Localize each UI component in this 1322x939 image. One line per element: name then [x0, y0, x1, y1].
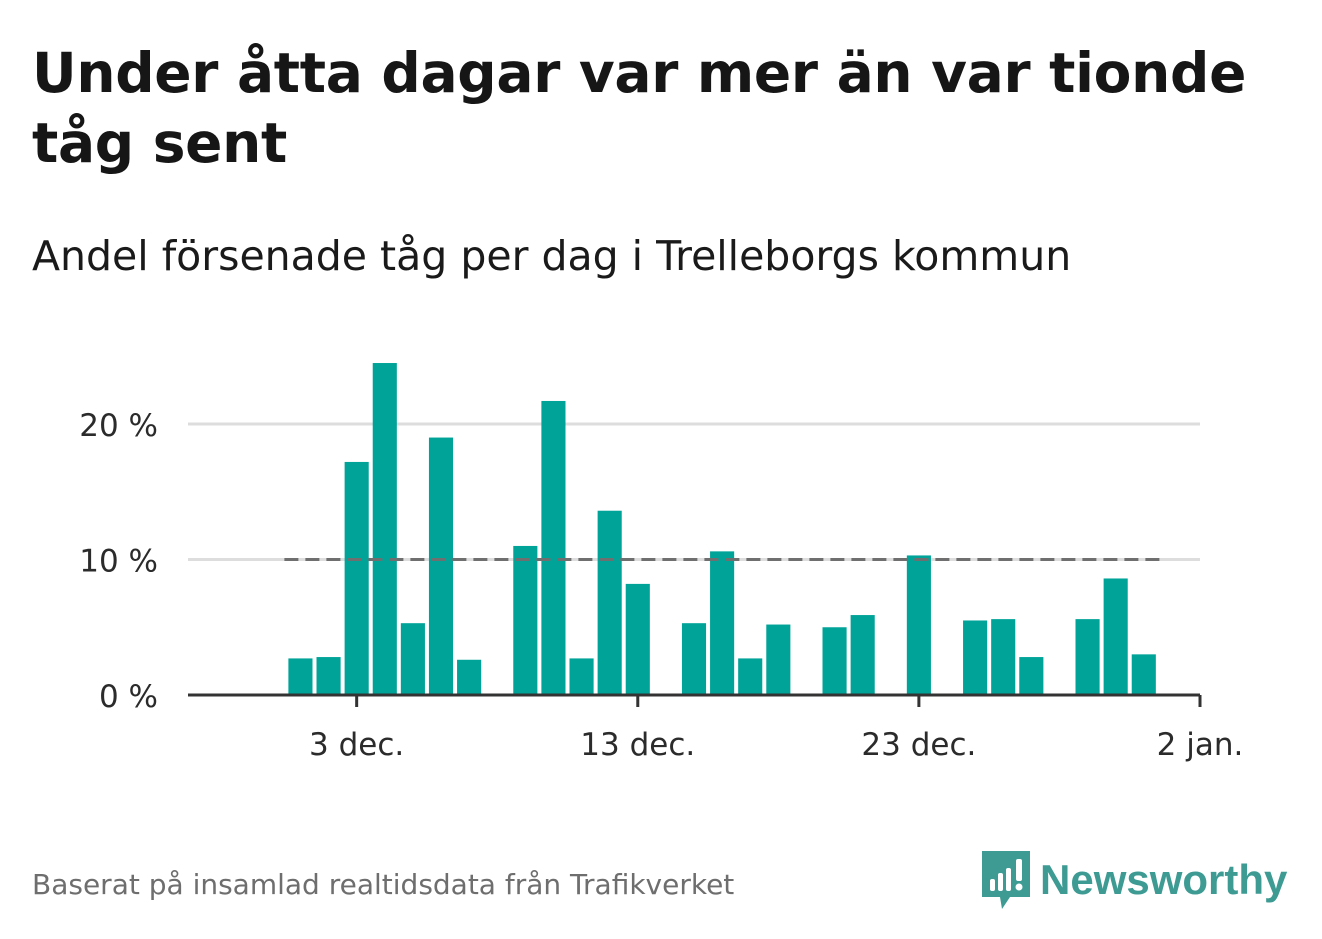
- bars: [288, 363, 1156, 695]
- source-note: Baserat på insamlad realtidsdata från Tr…: [32, 868, 735, 901]
- bar: [738, 658, 763, 695]
- bar: [1131, 654, 1156, 695]
- x-tick-label: 3 dec.: [309, 727, 404, 763]
- bar-chart: 0 % 10 % 20 % 3 dec. 13 dec. 23 dec. 2 jan.: [79, 363, 1243, 763]
- bar: [428, 437, 454, 695]
- brand-logo: Newsworthy: [980, 848, 1287, 912]
- bar: [1019, 657, 1044, 695]
- x-tick-label: 23 dec.: [861, 727, 976, 763]
- y-tick-label: 10 %: [79, 544, 158, 580]
- bar: [541, 400, 566, 695]
- bar: [710, 551, 735, 695]
- bar: [316, 657, 341, 695]
- bar: [822, 627, 847, 695]
- bar: [991, 619, 1016, 695]
- bar: [569, 658, 594, 695]
- bar: [344, 461, 369, 695]
- bar: [681, 623, 707, 695]
- chart-subtitle: Andel försenade tåg per dag i Trelleborg…: [32, 232, 1072, 280]
- x-tick-label: 2 jan.: [1157, 727, 1244, 763]
- x-tick-label: 13 dec.: [580, 727, 695, 763]
- grid-lines: [188, 422, 1200, 561]
- bar: [513, 545, 538, 695]
- axes: 0 % 10 % 20 % 3 dec. 13 dec. 23 dec. 2 jan.: [79, 408, 1243, 763]
- newsworthy-logo-icon: [982, 851, 1030, 909]
- bar: [1075, 619, 1100, 695]
- bar: [1103, 578, 1128, 695]
- bar: [597, 510, 622, 695]
- brand-name: Newsworthy: [1040, 856, 1288, 903]
- bar: [850, 615, 875, 695]
- bar: [766, 624, 791, 695]
- bar: [288, 658, 313, 695]
- bar: [625, 583, 650, 695]
- y-tick-label: 0 %: [99, 679, 158, 715]
- chart-title: Under åtta dagar var mer än var tionde t…: [32, 41, 1247, 175]
- bar: [457, 659, 482, 695]
- y-tick-label: 20 %: [79, 408, 158, 444]
- bar: [400, 623, 425, 695]
- bar: [963, 620, 988, 695]
- bar: [372, 363, 397, 695]
- bar: [906, 555, 931, 695]
